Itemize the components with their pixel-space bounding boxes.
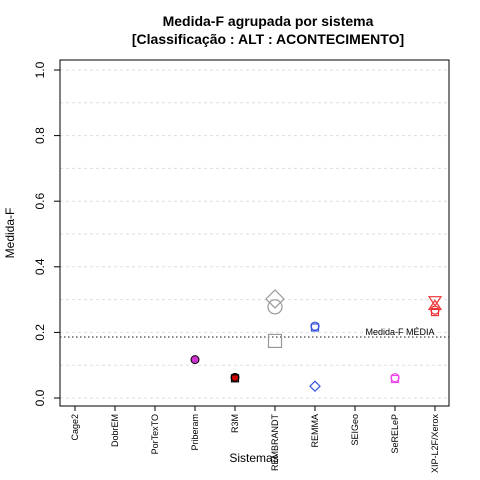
- data-point: [430, 305, 440, 315]
- y-tick-label: 0.0: [33, 389, 47, 406]
- data-points: [190, 289, 443, 393]
- y-tick-label: 0.8: [33, 127, 47, 144]
- x-tick-label: R3M: [230, 414, 240, 433]
- x-tick-label: Priberam: [190, 414, 200, 451]
- y-axis: 0.0 0.2 0.4 0.6 0.8 1.0: [33, 61, 60, 406]
- x-tick-label: SEIGeo: [350, 414, 360, 446]
- data-point: [310, 323, 320, 332]
- data-point: [390, 373, 400, 383]
- plot-frame: [59, 59, 450, 407]
- x-tick-label: PorTexTO: [150, 414, 160, 454]
- x-tick-label: XIP-L2F/Xerox: [430, 414, 440, 474]
- y-tick-label: 1.0: [33, 61, 47, 78]
- data-point: [265, 289, 285, 309]
- data-point: [190, 355, 200, 365]
- x-tick-label: REMBRANDT: [270, 414, 280, 472]
- data-point: [427, 299, 443, 310]
- data-point: [430, 307, 440, 317]
- data-point: [267, 299, 283, 315]
- data-point: [390, 374, 400, 384]
- x-axis: Cage2 DobrEM PorTexTO Priberam R3M REMBRANDT R…: [70, 406, 440, 473]
- x-tick-label: SeRELeP: [390, 414, 400, 454]
- x-tick-label: DobrEM: [110, 414, 120, 447]
- data-point: [309, 380, 321, 393]
- data-point: [267, 333, 283, 349]
- y-tick-label: 0.6: [33, 193, 47, 210]
- data-point: [230, 374, 240, 383]
- grid-lines: [60, 69, 449, 399]
- data-point: [427, 296, 443, 307]
- x-tick-label: REMMA: [310, 414, 320, 448]
- y-tick-label: 0.2: [33, 324, 47, 341]
- chart-title-line2: [Classificação : ALT : ACONTECIMENTO]: [132, 31, 404, 47]
- mean-label: Medida-F MÉDIA: [365, 327, 434, 337]
- data-point: [310, 321, 320, 331]
- x-tick-label: Cage2: [70, 414, 80, 441]
- x-axis-label: Sistemas: [229, 451, 278, 465]
- y-tick-label: 0.4: [33, 258, 47, 275]
- y-axis-label: Medida-F: [3, 208, 17, 259]
- chart-title-line1: Medida-F agrupada por sistema: [163, 13, 374, 29]
